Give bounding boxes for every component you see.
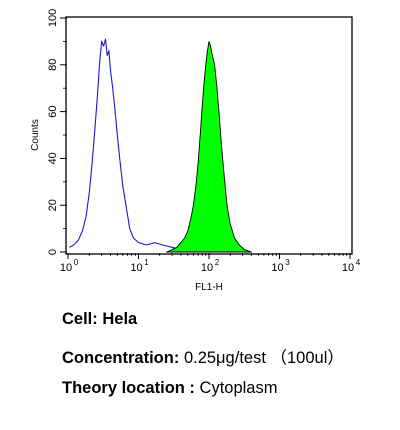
series-1-filled-histogram — [166, 40, 252, 253]
x-tick-exponent: 0 — [74, 258, 79, 267]
cell-caption: Cell: Hela — [62, 310, 137, 329]
location-label: Theory location : — [62, 379, 195, 397]
series-0-outline-histogram — [69, 38, 188, 253]
y-axis-label: Counts — [30, 119, 41, 151]
y-tick-label: 40 — [47, 152, 59, 164]
y-tick-label: 60 — [47, 105, 59, 117]
x-tick-label: 10 — [342, 262, 354, 274]
y-tick-label: 80 — [47, 59, 59, 71]
y-tick-label: 0 — [47, 249, 59, 255]
cell-label: Cell: — [62, 310, 98, 328]
x-tick-label: 10 — [201, 262, 213, 274]
location-caption: Theory location : Cytoplasm — [62, 379, 277, 398]
x-tick-label: 10 — [271, 262, 283, 274]
concentration-label: Concentration: — [62, 349, 180, 367]
cell-value: Hela — [102, 310, 138, 328]
y-tick-label: 100 — [47, 9, 59, 27]
x-axis-label: FL1-H — [195, 282, 223, 293]
location-value: Cytoplasm — [199, 379, 278, 397]
x-tick-label: 10 — [60, 262, 72, 274]
concentration-caption: Concentration: 0.25μg/test （100ul） — [62, 344, 344, 368]
x-tick-exponent: 4 — [356, 258, 361, 267]
concentration-value: 0.25μg/test （100ul） — [183, 349, 344, 367]
y-tick-label: 20 — [47, 199, 59, 211]
x-tick-exponent: 2 — [215, 258, 220, 267]
x-tick-label: 10 — [130, 262, 142, 274]
x-tick-exponent: 1 — [144, 258, 149, 267]
x-tick-exponent: 3 — [285, 258, 290, 267]
